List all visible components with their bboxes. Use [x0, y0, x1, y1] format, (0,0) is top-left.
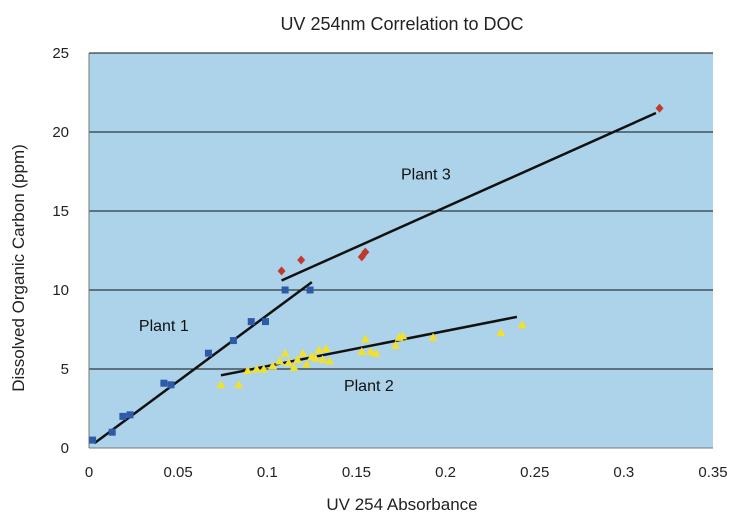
point-series-1-8: [229, 337, 237, 345]
annotation-1: Plant 1: [139, 318, 189, 335]
data-points: [89, 103, 664, 444]
point-series-1-3: [119, 412, 127, 420]
point-series-1-5: [160, 379, 168, 387]
point-series-2-27: [428, 332, 438, 341]
y-tick-label-25: 25: [52, 45, 69, 62]
chart-title: UV 254nm Correlation to DOC: [280, 14, 523, 34]
point-series-2-23: [371, 348, 381, 357]
point-series-2-1: [216, 380, 226, 389]
gridlines: [88, 52, 713, 449]
point-series-3-2: [297, 255, 306, 265]
annotation-2: Plant 2: [344, 378, 394, 395]
annotations: Plant 1 Plant 2 Plant 3: [139, 166, 451, 395]
point-series-2-20: [357, 347, 367, 356]
x-tick-label-0.35: 0.35: [698, 464, 727, 481]
point-series-1-2: [108, 428, 116, 436]
trendline-series-3: [281, 111, 657, 282]
point-series-3-4: [361, 247, 370, 257]
annotation-3: Plant 3: [401, 166, 451, 183]
point-series-2-2: [234, 380, 244, 389]
plot-area: [89, 53, 713, 448]
point-series-1-11: [281, 286, 289, 294]
point-series-2-12: [298, 348, 308, 357]
point-series-2-26: [398, 331, 408, 340]
point-series-1-12: [306, 286, 314, 294]
point-series-3-5: [655, 103, 664, 113]
x-tick-label-0.1: 0.1: [257, 464, 278, 481]
x-tick-label-0: 0: [85, 464, 93, 481]
x-axis-ticks: 0 0.05 0.1 0.15 0.2 0.25 0.3 0.35: [85, 464, 728, 481]
point-series-2-3: [243, 366, 253, 375]
point-series-2-29: [517, 320, 527, 329]
point-series-2-15: [310, 353, 320, 362]
point-series-1-1: [89, 436, 97, 444]
y-tick-label-20: 20: [52, 124, 69, 141]
point-series-2-28: [496, 328, 506, 337]
point-series-2-22: [366, 347, 376, 356]
x-tick-label-0.05: 0.05: [164, 464, 193, 481]
point-series-2-10: [289, 362, 299, 371]
point-series-2-17: [318, 355, 328, 364]
point-series-2-7: [275, 356, 285, 365]
point-series-2-16: [314, 345, 324, 354]
point-series-2-24: [391, 340, 401, 349]
y-tick-label-15: 15: [52, 203, 69, 220]
x-tick-label-0.15: 0.15: [342, 464, 371, 481]
y-axis-label: Dissolved Organic Carbon (ppm): [9, 144, 28, 392]
point-series-1-10: [262, 318, 270, 326]
point-series-2-18: [321, 343, 331, 352]
point-series-2-9: [284, 358, 294, 367]
point-series-1-6: [167, 381, 175, 389]
x-tick-label-0.25: 0.25: [520, 464, 549, 481]
y-tick-label-0: 0: [61, 440, 69, 457]
y-axis-ticks: 0 5 10 15 20 25: [52, 45, 69, 457]
x-axis-label: UV 254 Absorbance: [326, 495, 477, 514]
y-tick-label-5: 5: [61, 361, 69, 378]
point-series-1-4: [126, 411, 134, 419]
point-series-2-21: [360, 334, 370, 343]
point-series-2-13: [302, 359, 312, 368]
y-tick-label-10: 10: [52, 282, 69, 299]
point-series-2-11: [293, 355, 303, 364]
point-series-2-5: [259, 364, 269, 373]
point-series-1-7: [204, 349, 212, 357]
point-series-1-9: [247, 318, 255, 326]
point-series-3-1: [277, 266, 286, 276]
x-tick-label-0.2: 0.2: [435, 464, 456, 481]
point-series-2-6: [268, 361, 278, 370]
x-tick-label-0.3: 0.3: [613, 464, 634, 481]
point-series-2-19: [325, 356, 335, 365]
point-series-2-8: [280, 348, 290, 357]
point-series-2-4: [252, 364, 262, 373]
